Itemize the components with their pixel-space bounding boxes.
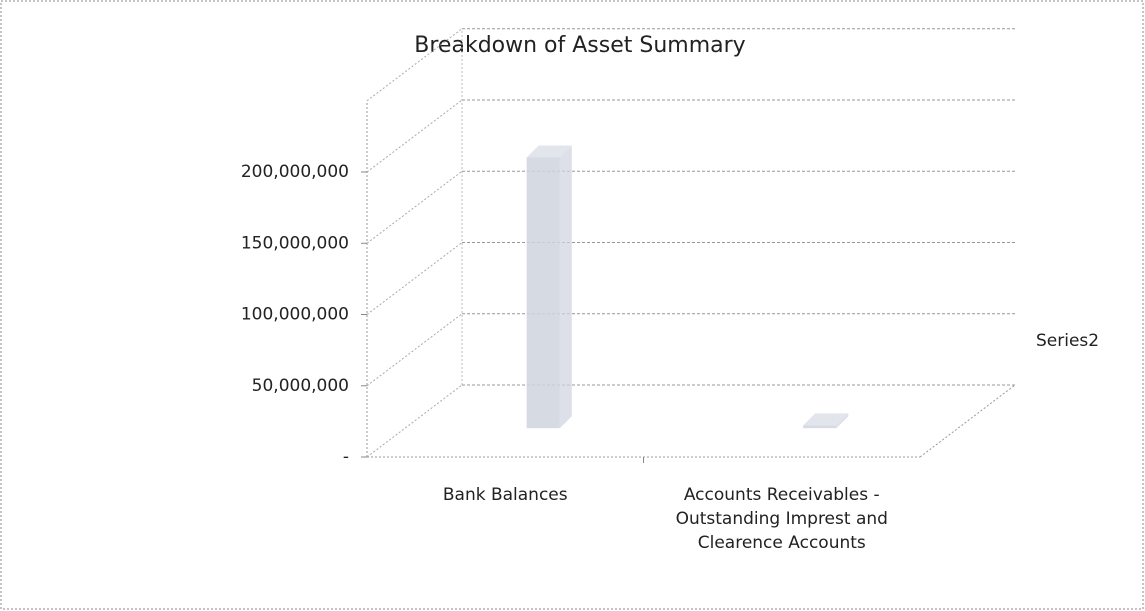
x-tick-label: Bank Balances xyxy=(442,485,568,505)
grid-line xyxy=(366,99,463,173)
bar-side xyxy=(836,413,849,429)
grid-line xyxy=(366,313,463,387)
bar-side xyxy=(559,145,572,429)
y-tick-label: 200,000,000 xyxy=(241,162,349,182)
floor-edge xyxy=(919,384,1016,458)
bar xyxy=(803,425,837,429)
y-tick-label: 50,000,000 xyxy=(252,376,349,396)
grid-line xyxy=(366,242,463,315)
y-tick-label: 100,000,000 xyxy=(241,305,349,325)
y-tick-label: 150,000,000 xyxy=(241,233,349,253)
bar-top xyxy=(526,145,572,158)
y-tick-label: - xyxy=(343,447,349,467)
chart-title: Breakdown of Asset Summary xyxy=(414,33,745,58)
x-tick-label: Accounts Receivables - Outstanding Impre… xyxy=(675,485,888,553)
grid-line xyxy=(366,170,463,244)
bar-top xyxy=(803,413,849,426)
grid-line xyxy=(366,384,463,458)
legend-label: Series2 xyxy=(1036,331,1099,351)
bar xyxy=(526,157,560,429)
